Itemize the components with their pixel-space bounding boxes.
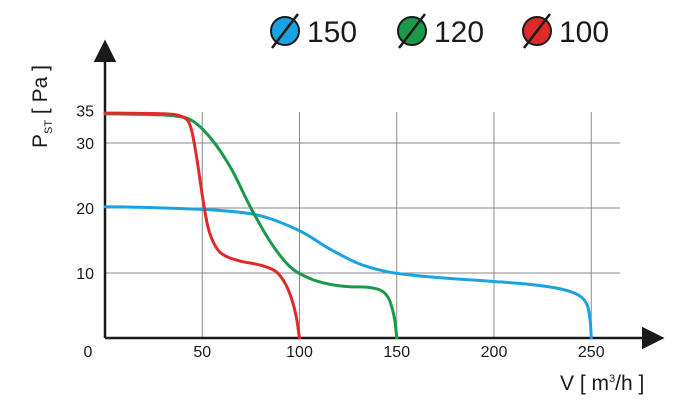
legend-label: 150 [307, 16, 357, 49]
y-tick-label: 30 [76, 136, 94, 153]
series-line-120 [103, 112, 399, 340]
series-line-150 [103, 205, 593, 340]
x-tick-label: 50 [193, 344, 211, 361]
x-tick-label: 150 [383, 344, 410, 361]
diameter-icon [398, 13, 426, 49]
x-tick-labels: 50 100 150 200 250 [193, 344, 604, 361]
diameter-icon [523, 13, 551, 49]
y-axis-label: PST [ Pa ] [29, 65, 55, 148]
y-tick-labels: 10 20 30 35 [76, 104, 94, 284]
legend-item-150: 150 [270, 13, 357, 49]
legend: 150 120 100 [270, 13, 609, 49]
x-axis-label: V [ m3/h ] [560, 372, 644, 395]
legend-label: 100 [559, 16, 609, 49]
legend-item-100: 100 [522, 13, 609, 49]
y-tick-label: 10 [76, 266, 94, 283]
grid-lines [105, 112, 620, 338]
y-tick-label: 20 [76, 201, 94, 218]
legend-label: 120 [434, 16, 484, 49]
origin-label: 0 [84, 344, 93, 361]
series-curves [103, 111, 593, 340]
legend-item-120: 120 [397, 13, 484, 49]
x-tick-label: 200 [481, 344, 508, 361]
series-line-100 [103, 111, 301, 340]
x-tick-label: 100 [286, 344, 313, 361]
x-tick-label: 250 [578, 344, 605, 361]
diameter-icon [271, 13, 299, 49]
y-tick-label: 35 [76, 104, 94, 121]
